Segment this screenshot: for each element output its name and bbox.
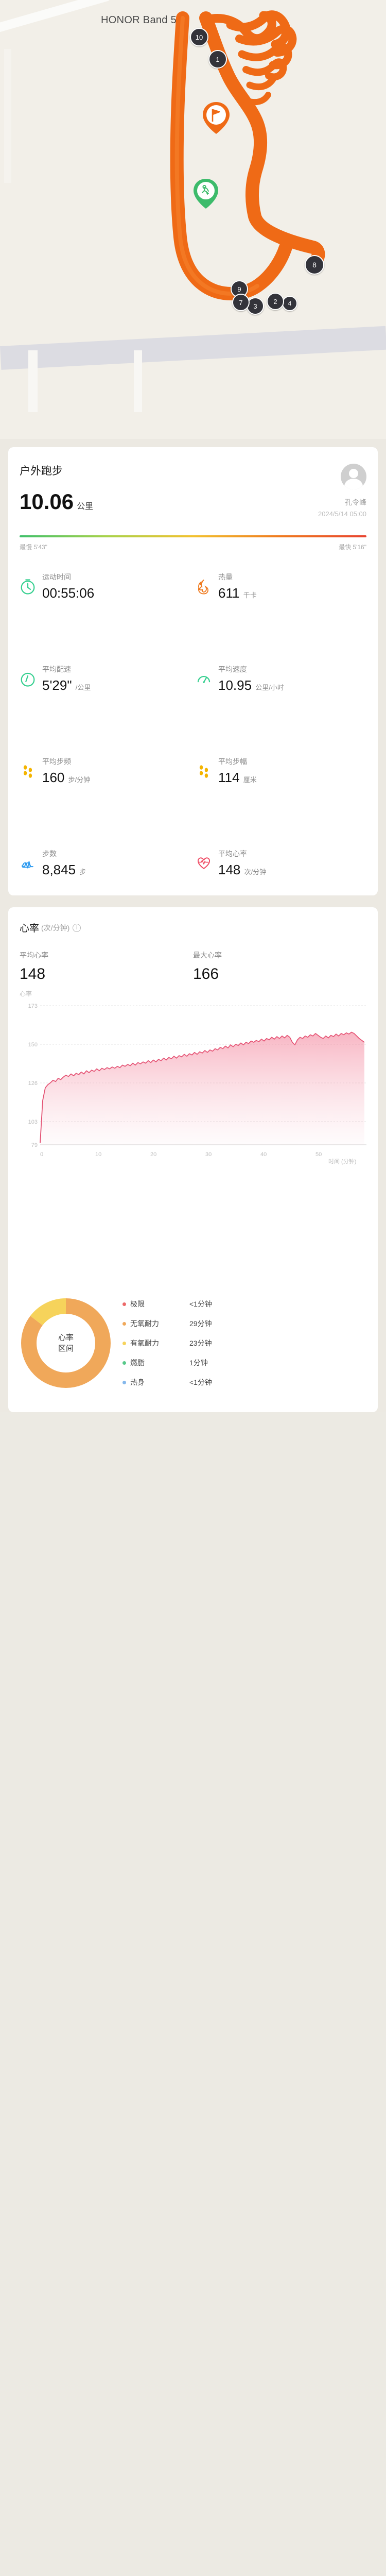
svg-text:30: 30 [205,1151,212,1158]
svg-text:0: 0 [40,1151,43,1158]
svg-text:40: 40 [260,1151,267,1158]
svg-text:103: 103 [28,1119,38,1125]
svg-text:150: 150 [28,1042,38,1048]
svg-text:79: 79 [31,1142,38,1148]
svg-text:173: 173 [28,1003,38,1009]
svg-text:10: 10 [95,1151,101,1158]
svg-text:时间 (分钟): 时间 (分钟) [328,1158,356,1165]
svg-text:50: 50 [315,1151,322,1158]
svg-text:126: 126 [28,1080,38,1087]
svg-text:20: 20 [150,1151,156,1158]
